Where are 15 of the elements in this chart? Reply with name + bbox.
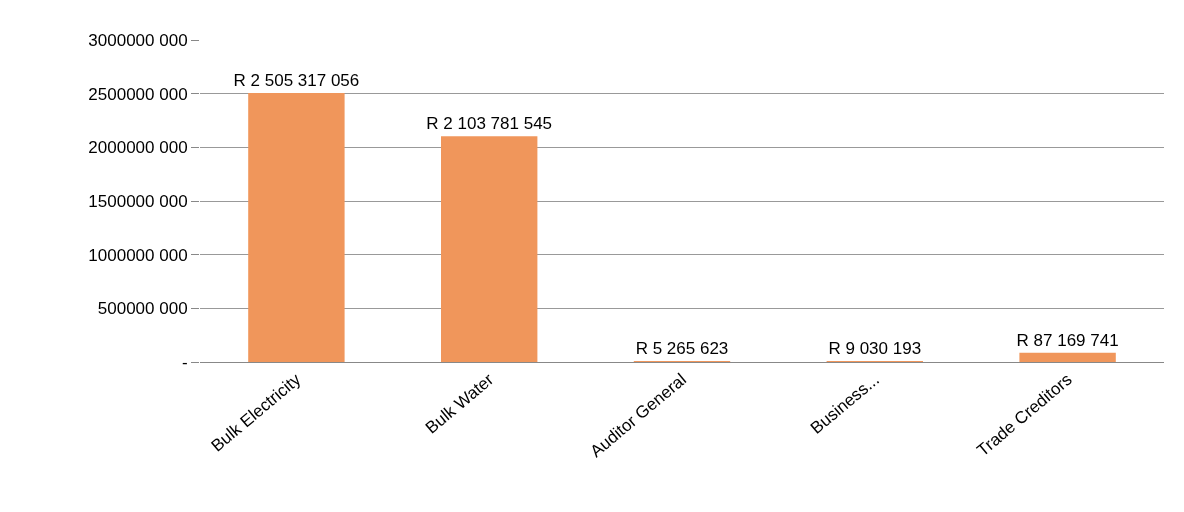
y-tick-label: 2500000 000 bbox=[88, 84, 188, 104]
y-tick-label: - bbox=[181, 352, 188, 372]
bar bbox=[1019, 352, 1116, 362]
data-label: R 5 265 623 bbox=[635, 339, 729, 358]
y-tick-label: 2000000 000 bbox=[88, 138, 188, 158]
bar bbox=[441, 136, 538, 362]
bar bbox=[248, 93, 345, 362]
y-tick-label: 3000000 000 bbox=[88, 30, 188, 50]
data-label: R 87 169 741 bbox=[1016, 330, 1119, 350]
y-tick-label: 1500000 000 bbox=[88, 191, 188, 211]
y-tick-label: 1000000 000 bbox=[88, 245, 188, 265]
y-tick-label: 500000 000 bbox=[97, 299, 188, 319]
data-label: R 2 505 317 056 bbox=[233, 71, 360, 91]
data-label: R 9 030 193 bbox=[828, 339, 922, 358]
data-label: R 2 103 781 545 bbox=[426, 114, 553, 134]
